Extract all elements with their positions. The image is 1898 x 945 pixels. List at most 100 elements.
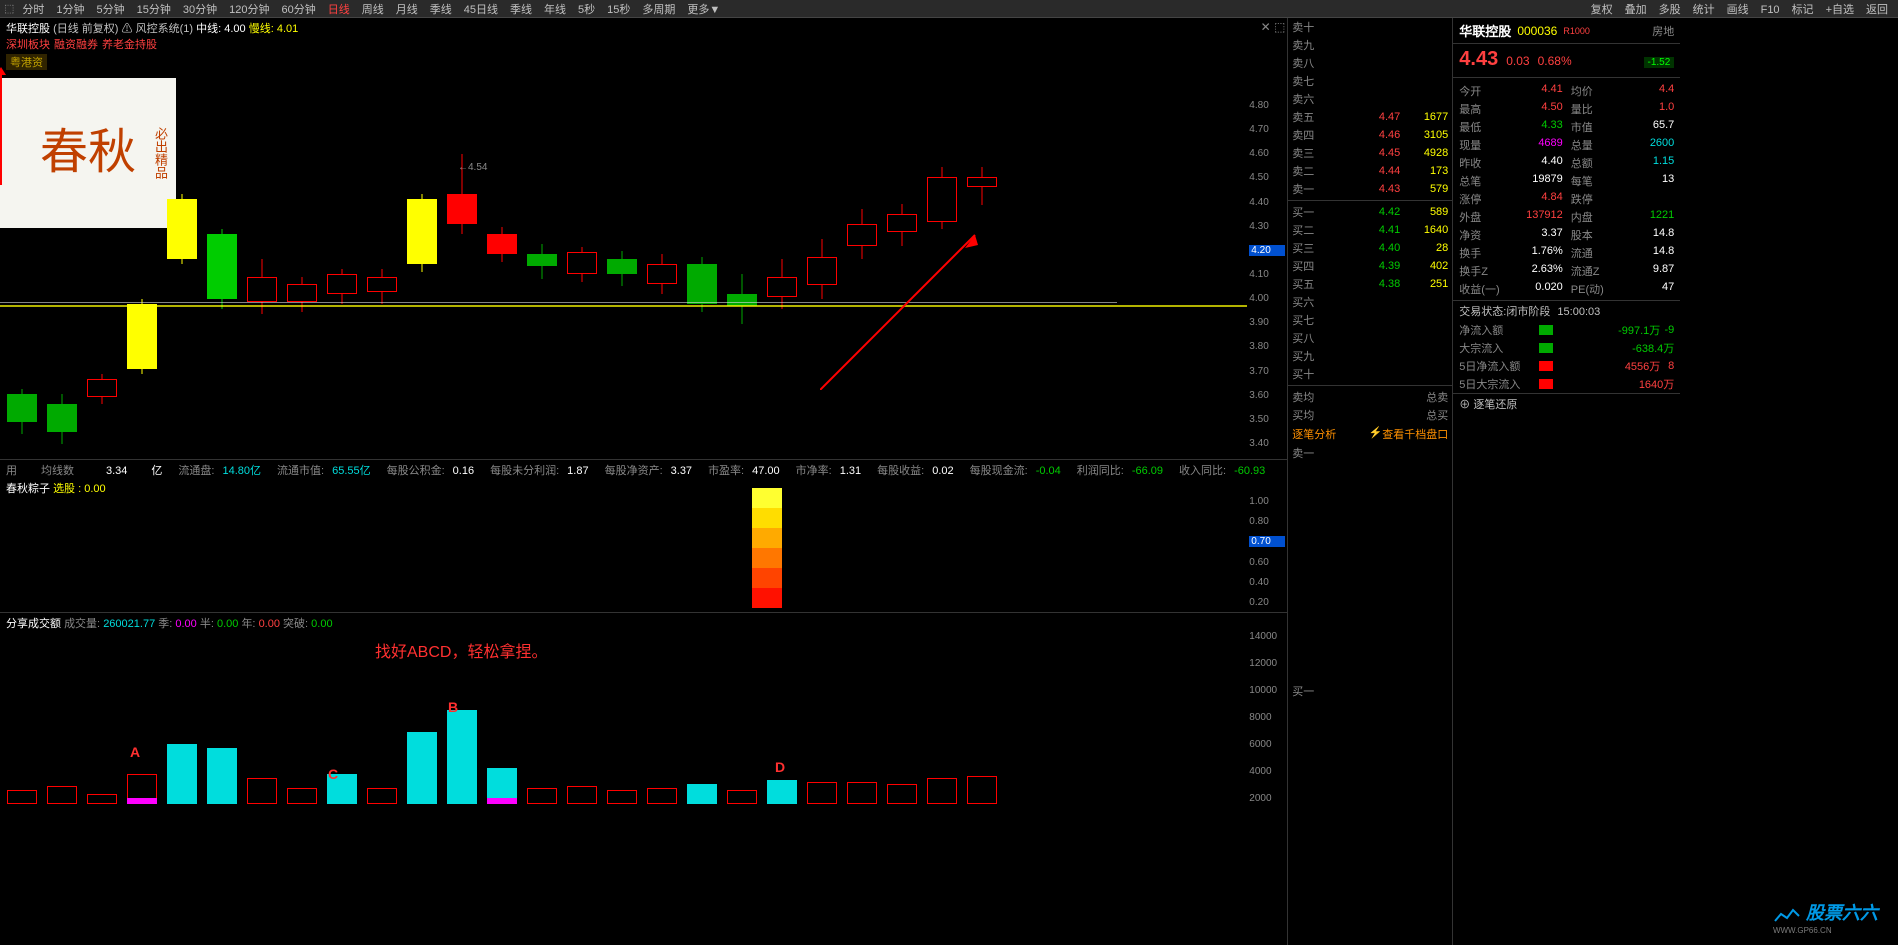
order-book-row[interactable]: 卖三4.454928 <box>1288 144 1452 162</box>
toolbar: ⬚ 分时1分钟5分钟15分钟30分钟120分钟60分钟日线周线月线季线45日线季… <box>0 0 1898 18</box>
timeframe-5秒[interactable]: 5秒 <box>572 4 601 16</box>
panel3-header-part: 年: <box>241 618 258 630</box>
timeframe-1分钟[interactable]: 1分钟 <box>50 4 90 16</box>
toolbar-+自选[interactable]: +自选 <box>1820 4 1860 16</box>
timeframe-年线[interactable]: 年线 <box>538 4 572 16</box>
order-book-row[interactable]: 卖一4.43579 <box>1288 180 1452 198</box>
tag-item[interactable]: 融资融券 <box>54 39 98 51</box>
timeframe-120分钟[interactable]: 120分钟 <box>223 4 275 16</box>
order-book-row[interactable]: 卖十 <box>1288 18 1452 36</box>
timeframe-30分钟[interactable]: 30分钟 <box>177 4 223 16</box>
chart-subtitle: 华联控股 (日线 前复权) ⚠ 风控系统(1) 中线: 4.00 慢线: 4.0… <box>0 18 1287 34</box>
timeframe-日线[interactable]: 日线 <box>322 4 356 16</box>
stat-row: 昨收4.40总额1.15 <box>1459 154 1674 172</box>
close-icon[interactable]: ✕ ⬚ <box>1261 20 1286 34</box>
expand-icon[interactable]: ⊕ <box>1459 399 1470 411</box>
watermark: 股票六六 WWW.GP66.CN <box>1773 899 1878 935</box>
candle <box>807 89 837 449</box>
toolbar-返回[interactable]: 返回 <box>1860 4 1894 16</box>
price-row: 4.43 0.03 0.68% -1.52 <box>1453 44 1680 75</box>
panel3-header: 分享成交额 成交量: 260021.77 季: 0.00 半: 0.00 年: … <box>0 613 1287 633</box>
order-book-row[interactable]: 卖八 <box>1288 54 1452 72</box>
y-tick: 4.60 <box>1249 148 1285 159</box>
timeframe-多周期[interactable]: 多周期 <box>636 4 681 16</box>
y-tick: 10000 <box>1249 685 1285 696</box>
order-book-row[interactable]: 卖七 <box>1288 72 1452 90</box>
metric-item: 流通盘:14.80亿 <box>178 465 269 477</box>
metric-item: 均线数 <box>41 465 90 477</box>
volume-label-D: D <box>775 759 785 775</box>
order-book-row[interactable]: 卖六 <box>1288 90 1452 108</box>
candle <box>7 89 37 449</box>
panel3-header-part: 0.00 <box>175 618 199 630</box>
order-book-row[interactable]: 买三4.4028 <box>1288 239 1452 257</box>
toolbar-icon[interactable]: ⬚ <box>4 2 14 15</box>
order-book-row[interactable]: 卖九 <box>1288 36 1452 54</box>
toolbar-画线[interactable]: 画线 <box>1721 4 1755 16</box>
tag-item[interactable]: 深圳板块 <box>6 39 50 51</box>
metric-item: 利润同比:-66.09 <box>1077 465 1171 477</box>
order-book-row[interactable]: 买一4.42589 <box>1288 203 1452 221</box>
avg-sell-row: 卖均 总卖 <box>1288 388 1452 406</box>
timeframe-月线[interactable]: 月线 <box>390 4 424 16</box>
toolbar-标记[interactable]: 标记 <box>1786 4 1820 16</box>
order-book-row[interactable]: 买五4.38251 <box>1288 275 1452 293</box>
chart-area: 华联控股 (日线 前复权) ⚠ 风控系统(1) 中线: 4.00 慢线: 4.0… <box>0 18 1287 945</box>
gradient-bar <box>752 488 782 608</box>
volume-label-A: A <box>130 744 140 760</box>
expand-icon[interactable]: 房地 <box>1652 23 1674 39</box>
timeframe-分时[interactable]: 分时 <box>16 4 50 16</box>
order-book-row[interactable]: 买九 <box>1288 347 1452 365</box>
timeframe-15分钟[interactable]: 15分钟 <box>131 4 177 16</box>
toolbar-复权[interactable]: 复权 <box>1585 4 1619 16</box>
y-tick: 6000 <box>1249 739 1285 750</box>
timeframe-45日线[interactable]: 45日线 <box>458 4 504 16</box>
volume-label-B: B <box>448 699 458 715</box>
timeframe-季线[interactable]: 季线 <box>424 4 458 16</box>
toolbar-F10[interactable]: F10 <box>1755 4 1786 16</box>
stock-name-label: 华联控股 <box>1459 21 1511 40</box>
fundamental-metrics: 用均线数3.34亿流通盘:14.80亿流通市值:65.55亿每股公积金:0.16… <box>0 460 1287 478</box>
indicator-panel-1[interactable]: 春秋粽子 选股 : 0.00 1.000.800.700.600.400.20 <box>0 478 1287 613</box>
order-book-row[interactable]: 卖五4.471677 <box>1288 108 1452 126</box>
order-book-row[interactable]: 买二4.411640 <box>1288 221 1452 239</box>
order-book-row[interactable]: 买八 <box>1288 329 1452 347</box>
volume-bar <box>527 788 557 804</box>
toolbar-统计[interactable]: 统计 <box>1687 4 1721 16</box>
toolbar-叠加[interactable]: 叠加 <box>1619 4 1653 16</box>
capital-flow-row: 5日净流入额4556万8 <box>1453 357 1680 375</box>
tick-buy-label: 买一 <box>1288 682 1452 700</box>
order-book-row[interactable]: 买七 <box>1288 311 1452 329</box>
timeframe-15秒[interactable]: 15秒 <box>601 4 636 16</box>
y-tick: 4.40 <box>1249 197 1285 208</box>
candlestick-chart[interactable]: ←4.54 4.804.704.604.504.404.304.204.104.… <box>0 70 1287 460</box>
order-book-row[interactable]: 买十 <box>1288 365 1452 383</box>
stock-header[interactable]: 华联控股 000036 R1000 房地 <box>1453 18 1680 44</box>
timeframe-60分钟[interactable]: 60分钟 <box>276 4 322 16</box>
timeframe-5分钟[interactable]: 5分钟 <box>91 4 131 16</box>
panel3-header-part: 分享成交额 <box>6 618 64 630</box>
toolbar-多股[interactable]: 多股 <box>1653 4 1687 16</box>
candle <box>487 89 517 449</box>
metric-item: 市净率:1.31 <box>796 465 869 477</box>
volume-bar <box>767 780 797 804</box>
volume-bar <box>487 798 517 804</box>
timeframe-季线[interactable]: 季线 <box>504 4 538 16</box>
y-tick: 4.20 <box>1249 245 1285 256</box>
y-tick: 14000 <box>1249 631 1285 642</box>
y-tick: 0.60 <box>1249 557 1285 568</box>
stat-row: 净资3.37股本14.8 <box>1459 226 1674 244</box>
candle <box>247 89 277 449</box>
tick-header[interactable]: 逐笔分析 ⚡ 查看千档盘口 <box>1288 424 1452 444</box>
order-book-row[interactable]: 买六 <box>1288 293 1452 311</box>
order-book-row[interactable]: 卖二4.44173 <box>1288 162 1452 180</box>
tag-item[interactable]: 养老金持股 <box>102 39 157 51</box>
candle <box>727 89 757 449</box>
volume-panel[interactable]: 分享成交额 成交量: 260021.77 季: 0.00 半: 0.00 年: … <box>0 613 1287 808</box>
timeframe-周线[interactable]: 周线 <box>356 4 390 16</box>
order-book-row[interactable]: 卖四4.463105 <box>1288 126 1452 144</box>
candle <box>687 89 717 449</box>
order-book-row[interactable]: 买四4.39402 <box>1288 257 1452 275</box>
tick-replay-header[interactable]: ⊕ 逐笔还原 <box>1453 393 1680 414</box>
timeframe-更多▼[interactable]: 更多▼ <box>681 4 726 16</box>
